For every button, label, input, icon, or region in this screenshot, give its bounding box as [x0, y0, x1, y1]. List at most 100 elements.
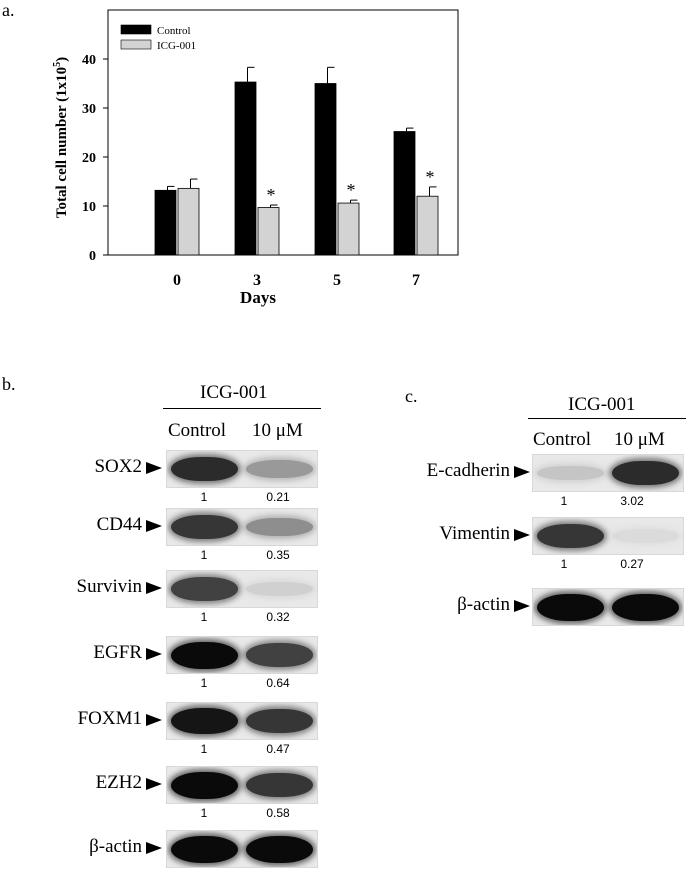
bar-icg-001-day-0 [177, 187, 200, 256]
blot-label-sox2: SOX2 [22, 456, 162, 478]
arrowhead-icon [146, 581, 162, 594]
protein-name: β-actin [89, 836, 142, 857]
blot-strip-cd44 [166, 508, 318, 546]
band-treated [246, 460, 313, 478]
arrowhead-icon [514, 528, 530, 541]
arrowhead-icon [146, 777, 162, 790]
band-treated [612, 460, 679, 486]
ratio-treated: 3.02 [620, 494, 644, 508]
arrowhead-icon [146, 519, 162, 532]
band-control [171, 771, 238, 799]
bar-icg-001-day-5 [337, 202, 360, 256]
protein-name: EGFR [93, 642, 142, 663]
blot-label-cd44: CD44 [22, 514, 162, 536]
x-tick-label: 3 [253, 272, 261, 289]
significance-marker: * [267, 185, 276, 205]
blot-strip-sox2 [166, 450, 318, 488]
bar-control-day-7 [393, 131, 416, 256]
arrowhead-icon [514, 599, 530, 612]
panel-b-treatment: ICG-001 [200, 382, 268, 403]
band-control [537, 465, 604, 481]
band-control [171, 514, 238, 540]
band-treated [246, 835, 313, 863]
band-control [171, 456, 238, 482]
x-axis-label: Days [240, 288, 276, 307]
ratio-control: 1 [200, 490, 208, 504]
y-tick-label: 30 [82, 102, 96, 117]
protein-name: FOXM1 [77, 708, 142, 729]
protein-name: E-cadherin [426, 460, 510, 481]
protein-name: Survivin [76, 576, 142, 597]
legend-swatch [120, 24, 152, 35]
blot-strip-foxm1 [166, 702, 318, 740]
arrowhead-icon [146, 647, 162, 660]
panel-c-col-control: Control [533, 429, 592, 450]
bar-control-day-3 [234, 81, 257, 256]
x-tick-label: 5 [333, 272, 341, 289]
ratio-control: 1 [200, 806, 208, 820]
legend-label: Control [157, 25, 191, 37]
blot-label-e-cadherin: E-cadherin [390, 460, 530, 482]
protein-name: SOX2 [94, 456, 142, 477]
panel-b-col-control: Control [168, 420, 227, 441]
bar-control-day-5 [314, 83, 337, 256]
band-control [171, 641, 238, 669]
band-treated [246, 581, 313, 596]
band-treated [246, 708, 313, 734]
panel-b-col-treated: 10 μM [252, 420, 303, 441]
ratio-treated: 0.35 [266, 548, 290, 562]
y-axis-label: Total cell number (1x105) [52, 57, 70, 218]
protein-name: EZH2 [95, 772, 142, 793]
arrowhead-icon [146, 713, 162, 726]
band-control [171, 835, 238, 863]
band-control [171, 707, 238, 735]
ratio-control: 1 [560, 557, 568, 571]
panel-c-treatment: ICG-001 [568, 394, 636, 415]
blot-strip-e-cadherin [532, 454, 684, 492]
band-treated [612, 593, 679, 621]
bar-control-day-0 [154, 189, 177, 256]
blot-strip-ezh2 [166, 766, 318, 804]
blot-strip-egfr [166, 636, 318, 674]
legend-swatch [120, 39, 152, 50]
blot-label-survivin: Survivin [22, 576, 162, 598]
band-treated [246, 772, 313, 798]
blot-label-egfr: EGFR [22, 642, 162, 664]
band-control [537, 593, 604, 621]
arrowhead-icon [146, 461, 162, 474]
blot-label--actin: β-actin [390, 594, 530, 616]
x-tick-label: 0 [173, 272, 181, 289]
panel-c-header-rule [528, 418, 686, 419]
ratio-treated: 0.58 [266, 806, 290, 820]
arrowhead-icon [146, 841, 162, 854]
significance-marker: * [426, 167, 435, 187]
ratio-control: 1 [200, 548, 208, 562]
band-treated [246, 517, 313, 537]
bar-chart: 0 10 20 30 40 Total cell number (1x105) 0 * 3 * 5 *… [52, 9, 459, 307]
legend-label: ICG-001 [157, 40, 196, 52]
blot-strip--actin [166, 830, 318, 868]
ratio-control: 1 [200, 676, 208, 690]
ratio-treated: 0.47 [266, 742, 290, 756]
blot-label-vimentin: Vimentin [390, 523, 530, 545]
blot-strip-survivin [166, 570, 318, 608]
plot-frame [107, 9, 459, 256]
band-control [537, 523, 604, 549]
ratio-treated: 0.32 [266, 610, 290, 624]
y-tick-label: 10 [82, 200, 96, 215]
blot-label-ezh2: EZH2 [22, 772, 162, 794]
ratio-control: 1 [560, 494, 568, 508]
protein-name: β-actin [457, 594, 510, 615]
bar-icg-001-day-7 [416, 195, 439, 256]
blot-strip--actin [532, 588, 684, 626]
y-tick-label: 40 [82, 53, 96, 68]
ratio-control: 1 [200, 742, 208, 756]
x-tick-label: 7 [412, 272, 420, 289]
panel-b-label: b. [2, 374, 16, 394]
band-treated [246, 643, 313, 667]
bar-icg-001-day-3 [257, 207, 280, 256]
panel-a-label: a. [2, 0, 15, 20]
significance-marker: * [347, 180, 356, 200]
blot-strip-vimentin [532, 517, 684, 555]
ratio-control: 1 [200, 610, 208, 624]
